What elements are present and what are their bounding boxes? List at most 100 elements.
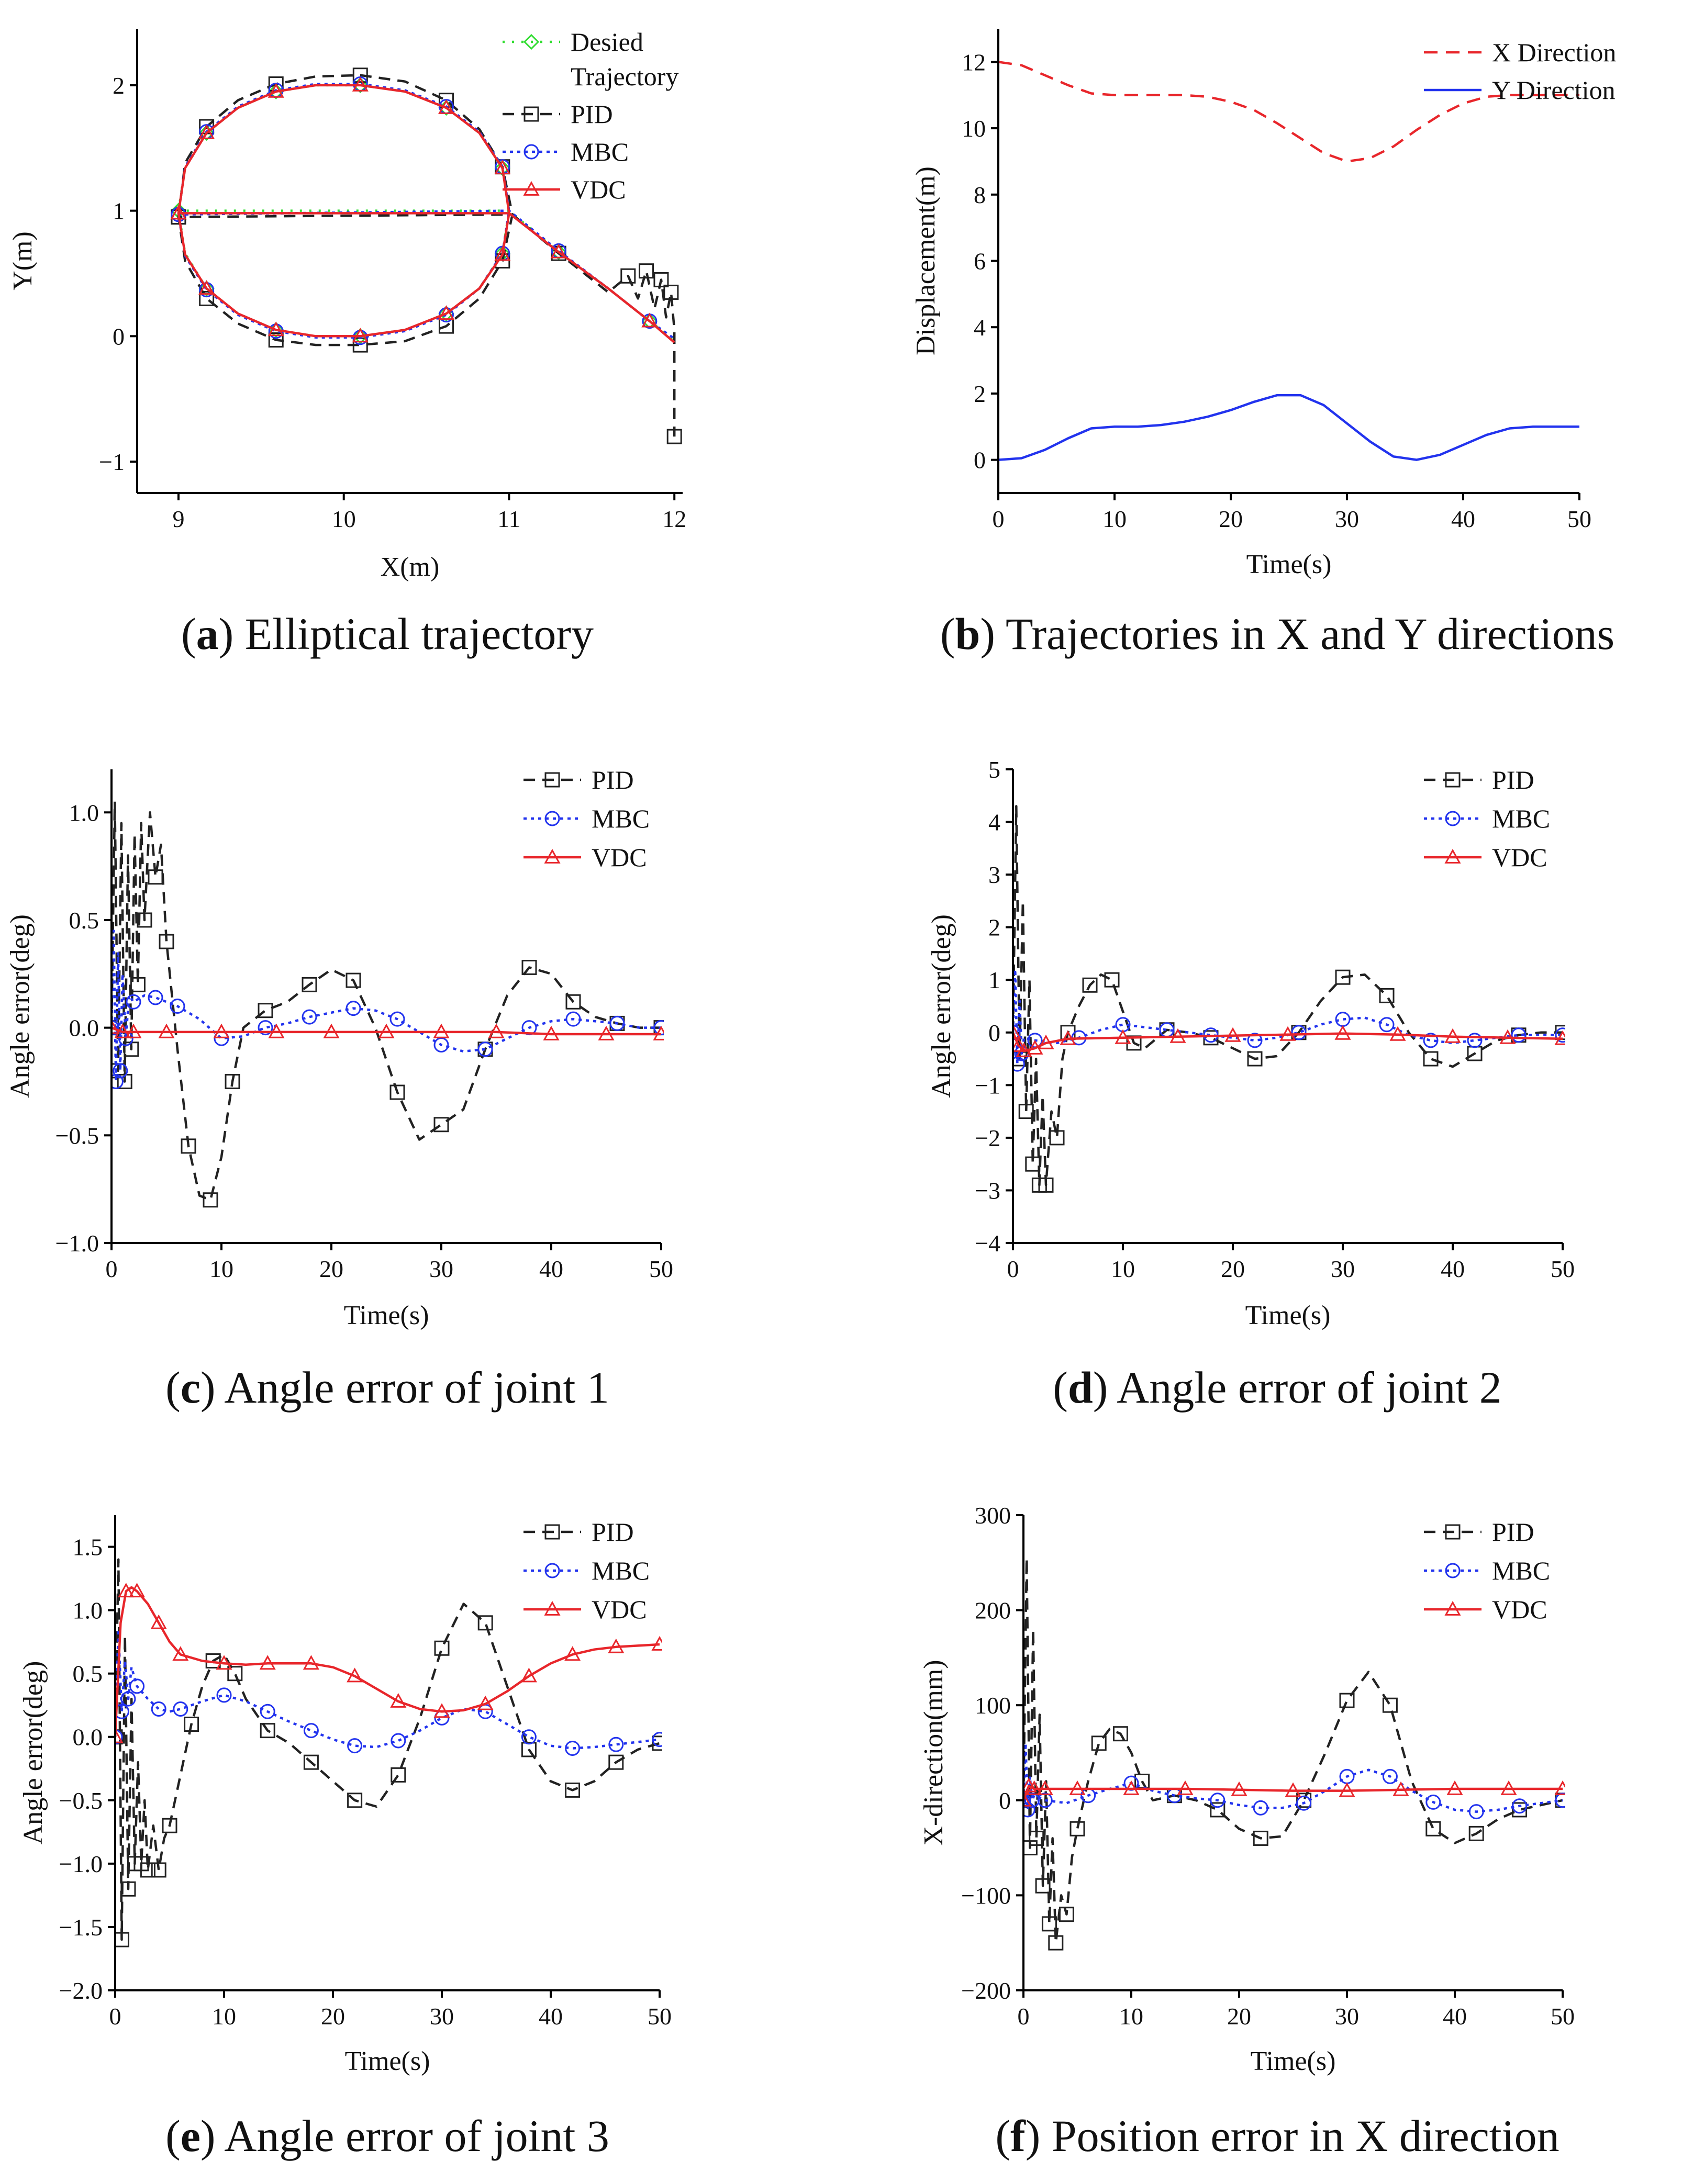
y-tick-label: 1 (113, 198, 125, 225)
x-tick-label: 20 (1227, 2003, 1251, 2030)
panel-caption: (d) Angle error of joint 2 (1053, 1362, 1501, 1413)
data-point-f-2 (1339, 1782, 1355, 1797)
y-axis-label: Angle error(deg) (18, 1661, 48, 1845)
series-e-2 (115, 1583, 662, 1743)
x-axis-label: Time(s) (1251, 2046, 1336, 2076)
legend-d: PID MBC VDC (1424, 765, 1550, 872)
data-point-d-2 (1060, 1030, 1076, 1045)
data-point-c-2 (112, 1019, 120, 1034)
series-line-e-2 (115, 1586, 660, 1737)
data-point-f-1 (1210, 1793, 1226, 1808)
data-point-e-2 (259, 1655, 276, 1670)
data-point-c-0 (203, 1192, 218, 1208)
series-line-f-2 (1023, 1785, 1563, 1801)
caption-letter: e (181, 2111, 200, 2161)
data-point-d-0 (1038, 1177, 1054, 1193)
data-point-e-0 (391, 1767, 406, 1783)
data-point-d-0 (1104, 972, 1120, 988)
y-tick-label: 2 (113, 72, 125, 99)
data-point-a-3 (494, 160, 511, 174)
x-tick-label: 10 (209, 1256, 233, 1282)
data-point-f-0 (1048, 1935, 1064, 1951)
x-tick-label: 0 (109, 2003, 121, 2030)
data-point-c-1 (346, 1001, 361, 1016)
x-tick-label: 20 (319, 1256, 343, 1282)
y-tick-label: −0.5 (59, 1787, 103, 1814)
legend-label: Y Direction (1492, 75, 1616, 105)
data-point-c-0 (565, 994, 581, 1010)
data-point-c-1 (170, 999, 185, 1014)
data-point-f-0 (1468, 1825, 1484, 1841)
x-tick-label: 50 (649, 1256, 673, 1282)
data-point-d-2 (1389, 1026, 1406, 1041)
data-point-f-0 (1210, 1802, 1226, 1818)
y-tick-label: 100 (975, 1692, 1011, 1719)
data-point-e-1 (303, 1723, 319, 1739)
data-point-e-1 (151, 1701, 166, 1717)
panel-caption: (c) Angle error of joint 1 (165, 1362, 609, 1413)
panel-caption: (e) Angle error of joint 3 (165, 2111, 609, 2161)
legend-label: PID (1492, 1517, 1534, 1547)
y-tick-label: 6 (974, 248, 986, 275)
data-point-e-1 (652, 1732, 662, 1748)
x-axis-label: Time(s) (1246, 550, 1332, 579)
data-point-e-1 (120, 1691, 136, 1707)
panel-caption: (b) Trajectories in X and Y directions (940, 609, 1614, 659)
legend-marker (523, 106, 539, 122)
data-point-d-1 (1511, 1027, 1527, 1043)
chart-panel-e: 0 10 20 30 40 50 −2.0 −1.5 −1.0 −0.5 0.0 0.5 1.0 1.5 T… (18, 1515, 672, 2161)
y-tick-label: 2 (988, 914, 1000, 941)
legend-label: MBC (592, 804, 650, 833)
data-point-f-1 (1382, 1768, 1398, 1784)
series-line-e-0 (115, 1558, 660, 1941)
caption-text: ) Elliptical trajectory (219, 609, 594, 659)
caption-paren: ( (940, 609, 955, 659)
caption-paren: ( (1053, 1362, 1068, 1413)
data-point-e-2 (115, 1728, 124, 1743)
data-point-f-2 (1446, 1780, 1463, 1795)
data-point-d-1 (1467, 1033, 1483, 1048)
legend-label: Trajectory (571, 62, 678, 91)
y-tick-label: −1.0 (59, 1851, 103, 1877)
data-point-d-0 (1247, 1051, 1263, 1067)
legend-label: VDC (592, 843, 647, 872)
series-line-f-1 (1023, 1742, 1563, 1813)
data-point-c-1 (302, 1009, 317, 1025)
y-tick-label: 1.0 (73, 1597, 103, 1624)
caption-text: ) Angle error of joint 2 (1093, 1362, 1502, 1413)
x-axis-label: Time(s) (345, 2046, 430, 2076)
data-point-d-2 (1013, 1024, 1021, 1039)
legend-label: MBC (1492, 804, 1550, 833)
caption-text: ) Trajectories in X and Y directions (980, 609, 1614, 659)
data-point-f-2 (1026, 1780, 1043, 1795)
data-point-a-3 (438, 305, 455, 320)
data-point-f-0 (1425, 1821, 1441, 1836)
x-tick-label: 30 (1331, 1256, 1355, 1282)
x-tick-label: 20 (1221, 1256, 1245, 1282)
series-line-a-1 (177, 74, 676, 437)
legend-marker (523, 144, 539, 160)
y-tick-label: 5 (988, 756, 1000, 783)
legend-label: VDC (1492, 1595, 1547, 1624)
data-point-f-2 (1037, 1780, 1053, 1795)
legend-marker (544, 772, 560, 788)
data-point-c-2 (488, 1023, 505, 1038)
y-tick-label: 0.5 (69, 907, 99, 934)
legend-marker (1445, 1563, 1461, 1578)
caption-text: ) Position error in X direction (1026, 2111, 1560, 2161)
legend-marker (523, 181, 540, 196)
series-line-d-0 (1013, 805, 1563, 1186)
data-point-e-0 (477, 1615, 493, 1631)
caption-letter: d (1068, 1362, 1093, 1413)
data-point-e-1 (173, 1701, 188, 1717)
y-axis-label: Displacement(m) (911, 166, 941, 355)
caption-paren: ( (165, 2111, 181, 2161)
x-tick-label: 50 (648, 2003, 672, 2030)
legend-e: PID MBC VDC (523, 1517, 650, 1624)
data-point-f-1 (1296, 1795, 1312, 1811)
legend-marker (1444, 1600, 1461, 1616)
x-tick-label: 40 (539, 1256, 563, 1282)
data-point-f-0 (1059, 1907, 1074, 1922)
y-tick-label: −2.0 (59, 1977, 103, 2004)
